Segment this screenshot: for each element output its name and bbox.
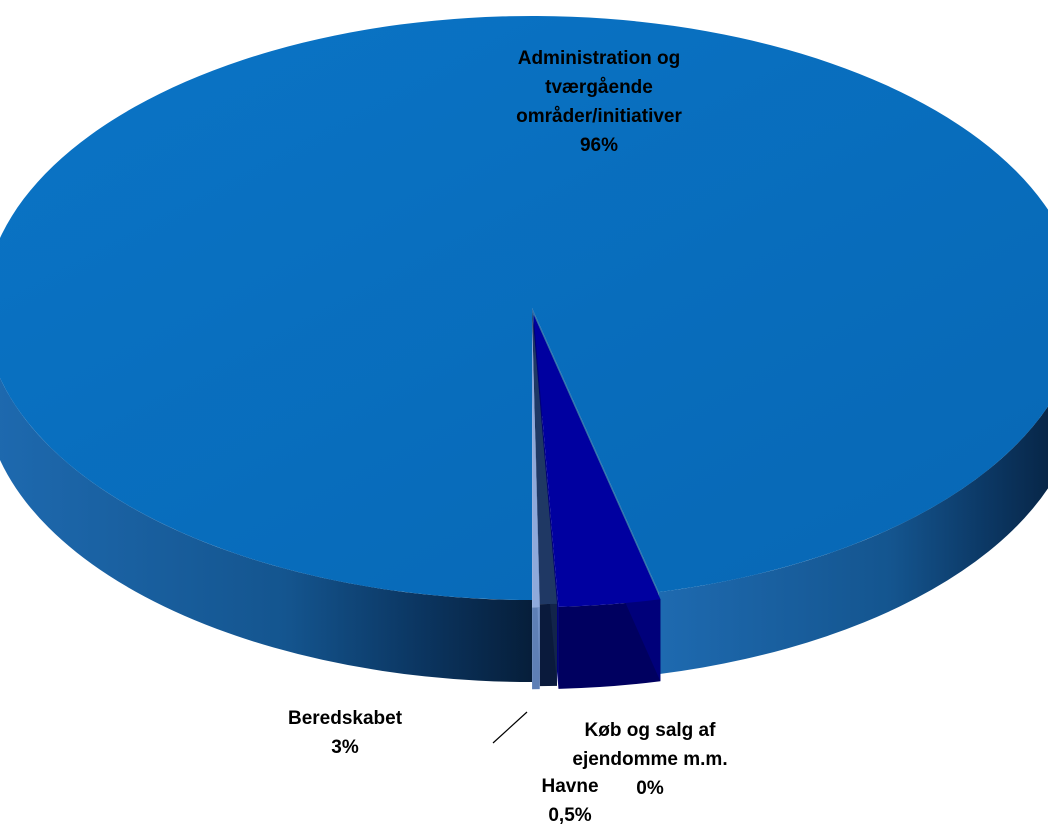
data-label-beredskabet: Beredskabet 3% [245,704,445,762]
pie-slice-beredskabet-top [533,315,661,607]
pie-slice-administration-top [0,16,1048,600]
data-label-havne-name: Havne [541,776,599,797]
data-label-beredskabet-value: 3% [331,737,359,758]
data-label-administration-line-1: Administration og [517,48,681,69]
pie-slice-koeb-og-salg-side [532,607,540,690]
data-label-beredskabet-name: Beredskabet [287,708,403,729]
data-label-administration: Administration og tværgående områder/ini… [449,44,749,160]
data-label-koeb-og-salg: Køb og salg af ejendomme m.m. 0% [545,716,755,803]
data-label-havne: Havne 0,5% [520,772,620,830]
data-label-administration-line-3: områder/initiativer [516,106,682,127]
data-label-administration-line-2: tværgående [545,77,653,98]
pie-slice-koeb-og-salg [532,315,540,690]
pie-slice-administration-side [658,406,1048,675]
data-label-koeb-og-salg-line-2: ejendomme m.m. [572,749,728,770]
data-label-koeb-og-salg-line-1: Køb og salg af [584,720,716,741]
data-label-havne-value: 0,5% [548,805,592,826]
data-label-koeb-og-salg-value: 0% [636,778,664,799]
havne-leader-line [492,711,528,744]
data-label-administration-value: 96% [579,135,619,156]
pie-slice-administration-side [0,377,532,682]
pie-slice-koeb-og-salg-top [532,315,540,608]
pie-slice-havne-top [532,312,558,605]
